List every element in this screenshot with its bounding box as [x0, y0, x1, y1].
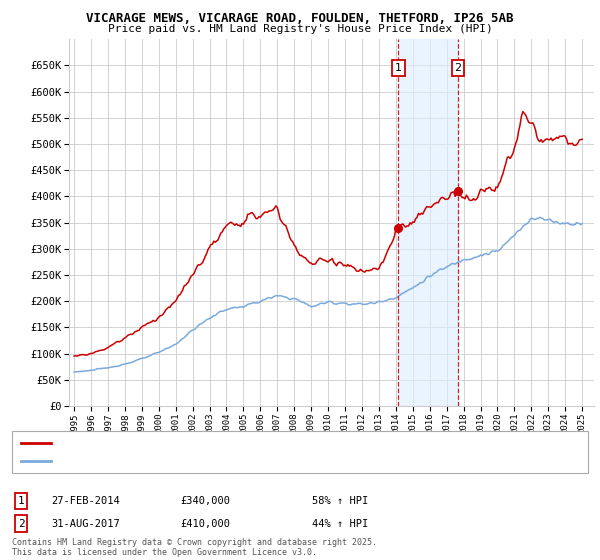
Text: 44% ↑ HPI: 44% ↑ HPI: [312, 519, 368, 529]
Text: £340,000: £340,000: [180, 496, 230, 506]
Text: 27-FEB-2014: 27-FEB-2014: [51, 496, 120, 506]
Text: VICARAGE MEWS, VICARAGE ROAD, FOULDEN, THETFORD, IP26 5AB: VICARAGE MEWS, VICARAGE ROAD, FOULDEN, T…: [86, 12, 514, 25]
Text: Contains HM Land Registry data © Crown copyright and database right 2025.
This d: Contains HM Land Registry data © Crown c…: [12, 538, 377, 557]
Text: £410,000: £410,000: [180, 519, 230, 529]
Text: 58% ↑ HPI: 58% ↑ HPI: [312, 496, 368, 506]
Text: Price paid vs. HM Land Registry's House Price Index (HPI): Price paid vs. HM Land Registry's House …: [107, 24, 493, 34]
Text: 1: 1: [395, 63, 402, 73]
Text: VICARAGE MEWS, VICARAGE ROAD, FOULDEN, THETFORD, IP26 5AB (detached house): VICARAGE MEWS, VICARAGE ROAD, FOULDEN, T…: [57, 438, 455, 447]
Text: 1: 1: [17, 496, 25, 506]
Bar: [398, 39, 458, 406]
Text: HPI: Average price, detached house, Breckland: HPI: Average price, detached house, Brec…: [57, 457, 299, 466]
Text: 31-AUG-2017: 31-AUG-2017: [51, 519, 120, 529]
Text: 2: 2: [454, 63, 461, 73]
Text: 2: 2: [17, 519, 25, 529]
